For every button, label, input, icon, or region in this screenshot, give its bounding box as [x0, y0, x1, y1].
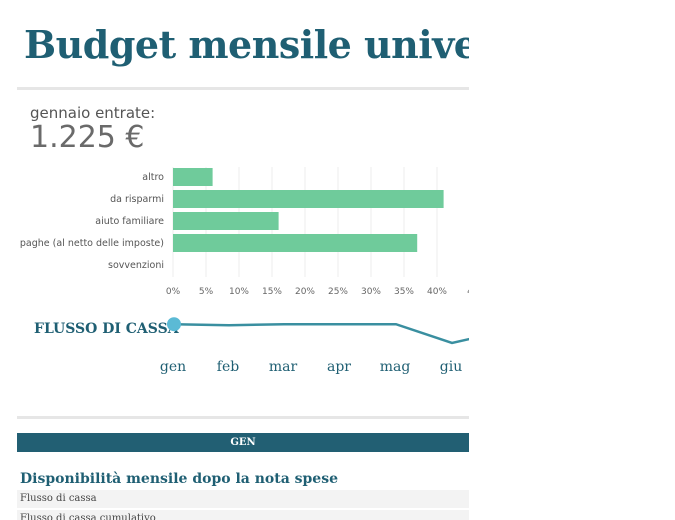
x-tick-label: 15%: [262, 287, 282, 297]
bar[interactable]: [173, 168, 213, 186]
x-tick-label: 40%: [427, 287, 447, 297]
month-label[interactable]: giu: [440, 359, 462, 375]
income-bar-chart[interactable]: 0% 5% 10% 15% 20% 25% 30% 35% 40% 4 altro da rispar…: [0, 160, 469, 300]
month-label[interactable]: mar: [269, 359, 298, 375]
category-label: aiuto familiare: [95, 216, 164, 227]
x-tick-label: 20%: [295, 287, 315, 297]
table-row[interactable]: Flusso di cassa cumulativo: [17, 510, 469, 520]
month-label[interactable]: mag: [380, 359, 411, 375]
x-tick-label: 30%: [361, 287, 381, 297]
current-month-marker[interactable]: [167, 317, 181, 332]
x-tick-label: 25%: [328, 287, 348, 297]
category-label: altro: [142, 172, 164, 183]
cash-flow-chart[interactable]: gen feb mar apr mag giu: [0, 300, 469, 382]
page-title: Budget mensile univers: [24, 22, 469, 67]
income-label: gennaio entrate:: [30, 104, 156, 122]
cash-flow-line: [173, 322, 469, 345]
category-label: sovvenzioni: [108, 260, 164, 271]
x-tick-label: 35%: [394, 287, 414, 297]
category-label: paghe (al netto delle imposte): [20, 238, 164, 249]
x-tick-label: 0%: [166, 287, 181, 297]
x-tick-label: 5%: [199, 287, 214, 297]
income-value: 1.225 €: [30, 120, 145, 155]
month-label[interactable]: gen: [160, 359, 186, 375]
x-tick-label: 10%: [229, 287, 249, 297]
section-title: Disponibilità mensile dopo la nota spese: [20, 471, 339, 487]
divider-top: [17, 87, 469, 90]
divider-bottom: [17, 416, 469, 419]
bar[interactable]: [173, 190, 444, 208]
bar[interactable]: [173, 234, 418, 252]
table-row[interactable]: Flusso di cassa: [17, 490, 469, 508]
month-label[interactable]: apr: [327, 359, 351, 375]
budget-sheet: Budget mensile univers gennaio entrate: …: [0, 22, 469, 520]
cash-flow-label: FLUSSO DI CASSA: [34, 321, 179, 337]
month-section-header: GEN: [17, 433, 469, 452]
month-label[interactable]: feb: [217, 359, 239, 375]
bar[interactable]: [173, 212, 279, 230]
x-tick-label: 4: [467, 287, 469, 297]
category-label: da risparmi: [110, 194, 164, 205]
